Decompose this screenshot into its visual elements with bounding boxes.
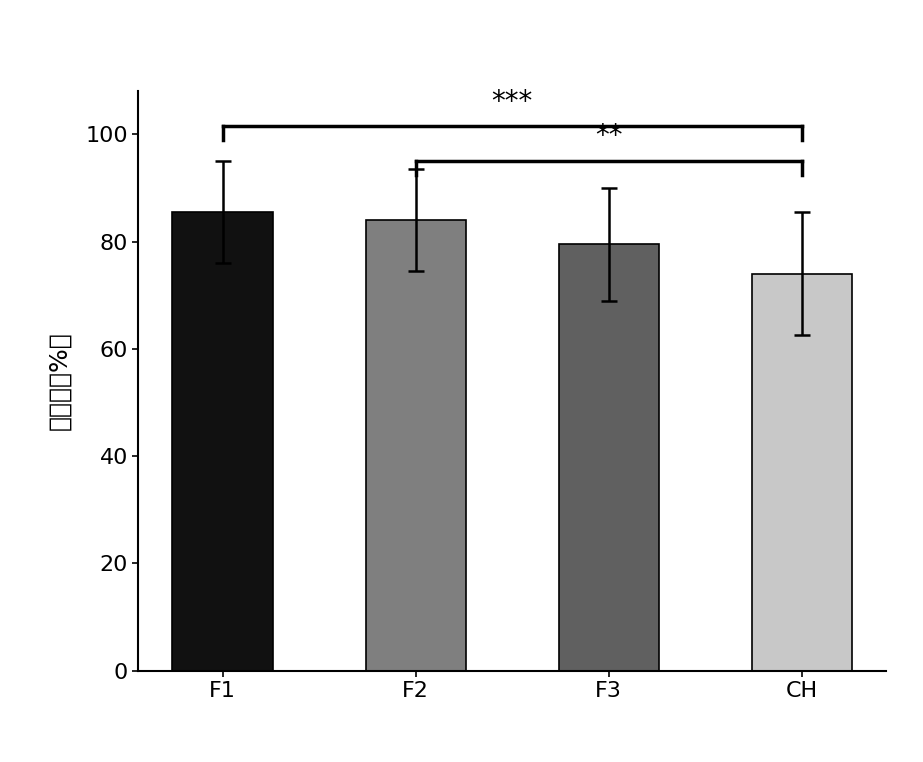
Bar	[558, 245, 659, 671]
Bar	[751, 274, 852, 671]
Bar	[173, 212, 273, 671]
Bar	[366, 220, 466, 671]
Text: **: **	[595, 123, 622, 150]
Y-axis label: 有效率（%）: 有效率（%）	[47, 331, 71, 431]
Text: ***: ***	[492, 88, 533, 116]
